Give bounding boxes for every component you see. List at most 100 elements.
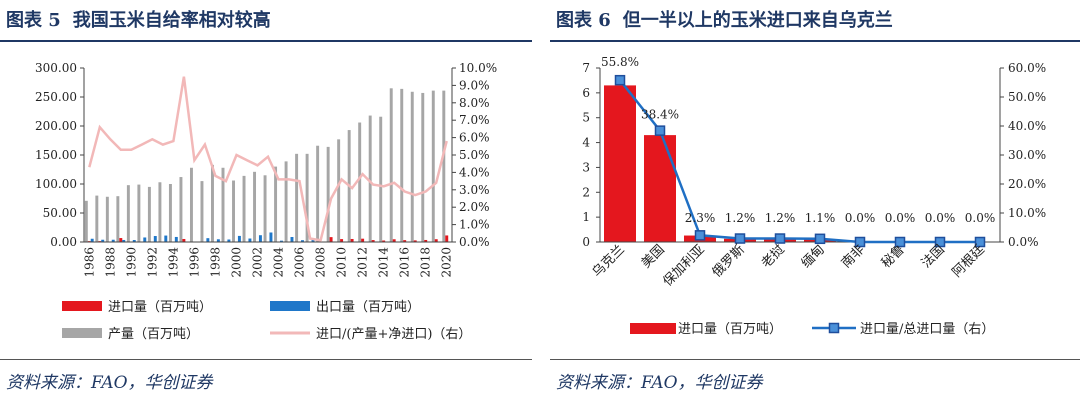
production-bar [316,145,320,242]
share-marker [934,236,946,248]
x-tick-label: 2000 [229,247,243,278]
share-marker [774,233,786,244]
production-bar [168,184,172,242]
import-bar [392,239,396,242]
legend-label: 出口量（百万吨） [316,300,420,315]
figure-5-title: 图表 5 我国玉米自给率相对较高 [6,6,271,32]
right-y-tick-label: 9.0% [459,78,490,92]
production-bar [221,167,225,242]
export-bar [206,238,210,242]
x-tick-label: 1986 [82,247,96,278]
left-y-tick-label: 250.00 [35,90,77,104]
production-bar [295,153,299,242]
left-y-tick-label: 150.00 [35,148,77,162]
production-bar [358,122,362,242]
import-bar [424,239,428,242]
production-bar [95,195,99,242]
x-tick-label: 2010 [335,247,349,278]
data-label: 0.0% [925,211,956,225]
production-bar [232,180,235,242]
left-y-tick-label: 50.00 [43,206,77,220]
figure-5-label: 图表 5 [6,10,61,31]
production-bar [284,161,288,242]
figure-6-source: 资料来源：FAO，华创证券 [556,373,763,393]
data-label: 0.0% [885,211,916,225]
data-label: 1.2% [725,211,756,225]
import-bar [182,238,186,242]
import-bar [413,240,417,242]
right-y-tick-label: 3.0% [459,183,490,197]
right-y-tick-label: 60.0% [1008,61,1046,75]
legend-swatch [62,328,102,338]
right-y-tick-label: 7.0% [459,113,490,127]
right-y-tick-label: 20.0% [1008,177,1046,191]
export-bar [122,239,126,242]
production-bar [431,90,435,243]
left-y-tick-label: 3 [582,160,590,174]
left-y-tick-label: 200.00 [35,119,77,133]
import-bar [340,239,344,242]
import-bar [382,240,386,242]
left-y-tick-label: 300.00 [35,61,77,75]
figure-6-top-rule [550,40,1080,42]
figure-6-label: 图表 6 [556,10,611,31]
export-bar [248,238,252,242]
production-bar [242,175,246,242]
right-y-tick-label: 40.0% [1008,119,1046,133]
share-marker [854,236,866,248]
left-y-tick-label: 0 [582,235,590,249]
x-tick-label: 1998 [208,247,222,278]
x-category-label: 美国 [639,242,668,271]
data-label: 0.0% [845,211,876,225]
import-bar [434,239,438,242]
x-category-label: 缅甸 [799,242,828,271]
legend-label: 进口量（百万吨） [678,322,782,337]
export-bar [258,235,262,242]
production-bar [158,182,162,242]
legend-label: 进口量（百万吨） [108,300,212,315]
production-bar [421,92,425,242]
export-bar [90,238,94,242]
legend-swatch [62,301,102,311]
production-bar [442,90,446,243]
export-bar [101,239,105,242]
share-marker [894,236,906,248]
x-tick-label: 2016 [398,247,412,278]
export-bar [301,240,304,242]
right-y-tick-label: 5.0% [459,148,490,162]
import-bar [361,238,365,242]
production-bar [379,116,383,242]
x-category-label: 乌克兰 [589,242,628,281]
x-category-label: 老挝 [759,242,788,271]
x-tick-label: 2006 [293,247,307,278]
export-bar [290,237,294,242]
right-y-tick-label: 2.0% [459,200,490,214]
figure-5-top-rule [0,40,532,42]
legend-label: 产量（百万吨） [108,327,199,342]
right-y-tick-label: 10.0% [459,61,497,75]
legend-swatch [270,301,310,311]
production-bar [389,88,393,242]
data-label: 1.1% [805,211,836,225]
import-bar [644,135,676,242]
production-bar [84,200,88,242]
left-y-tick-label: 7 [582,61,590,75]
export-bar [143,237,147,242]
production-bar [274,166,278,242]
share-marker [654,125,666,136]
left-y-tick-label: 6 [582,86,590,100]
import-bar [329,237,333,242]
x-category-label: 阿根廷 [950,242,988,280]
figure-5-panel: 图表 5 我国玉米自给率相对较高 0.00 50.00 100.00 150.00 200… [0,0,532,419]
left-y-tick-label: 4 [582,136,590,150]
data-label: 0.0% [965,211,996,225]
data-label: 1.2% [765,211,796,225]
x-tick-label: 2008 [314,247,328,278]
legend-swatch [630,323,676,334]
left-y-tick-label: 5 [582,111,590,125]
export-bar [311,239,315,242]
x-tick-label: 1990 [124,247,138,278]
figure-6-bottom-rule [550,359,1080,360]
figure-6-title-text: 但一半以上的玉米进口来自乌克兰 [622,10,893,31]
x-tick-label: 1994 [166,247,180,278]
